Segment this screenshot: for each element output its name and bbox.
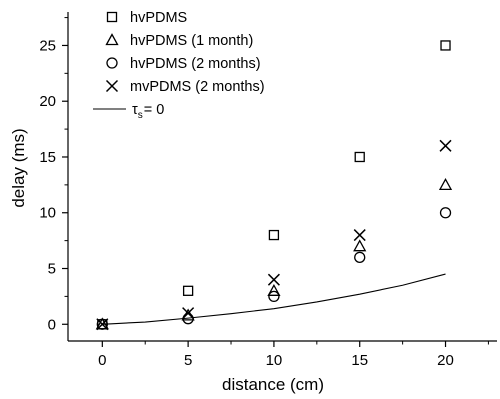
y-axis-title: delay (ms): [9, 128, 28, 207]
y-tick-label: 25: [39, 37, 56, 54]
data-point-circle: [96, 318, 108, 330]
y-tick-label: 15: [39, 149, 56, 166]
x-tick-label: 0: [98, 352, 106, 369]
data-point-circle: [439, 207, 452, 219]
data-point-circle: [268, 290, 280, 303]
series-cross: [96, 139, 452, 331]
data-point-cross: [96, 318, 109, 331]
x-tick-label: 15: [351, 352, 368, 369]
data-point-cross: [353, 229, 366, 242]
legend-marker-circle: [106, 57, 118, 69]
data-point-square: [182, 285, 194, 296]
x-tick-label: 5: [184, 352, 192, 369]
legend-subscript: s: [138, 110, 143, 121]
legend-marker-triangle: [105, 33, 119, 46]
data-point-cross: [439, 139, 452, 152]
legend-label: mvPDMS (2 months): [130, 79, 265, 95]
y-tick-label: 5: [48, 261, 56, 278]
series-circle: [96, 207, 452, 330]
legend: hvPDMS hvPDMS (1 month) hvPDMS (2 months) m…: [93, 10, 265, 121]
series-triangle: [95, 178, 453, 330]
data-point-circle: [354, 251, 366, 264]
data-point-cross: [182, 307, 195, 320]
legend-marker-cross: [105, 79, 119, 93]
legend-label: hvPDMS (1 month): [130, 33, 253, 49]
x-tick-label: 10: [266, 352, 283, 369]
x-tick-label: 20: [437, 352, 454, 369]
data-point-triangle: [438, 178, 453, 191]
data-point-square: [440, 40, 451, 51]
legend-label: hvPDMS: [130, 10, 187, 26]
x-axis-title: distance (cm): [222, 375, 324, 394]
y-tick-label: 10: [39, 205, 56, 222]
data-point-square: [354, 151, 365, 163]
legend-label: hvPDMS (2 months): [130, 56, 261, 72]
legend-marker-square: [106, 11, 118, 23]
legend-tau-symbol: τ: [132, 102, 138, 118]
model-curve-line: [102, 273, 446, 325]
y-tick-label: 20: [39, 93, 56, 110]
data-point-triangle: [353, 239, 367, 252]
data-point-square: [268, 229, 280, 241]
legend-equation: = 0: [144, 102, 165, 118]
data-point-cross: [267, 273, 280, 286]
plot-area: [95, 40, 453, 331]
axes: 0 5 10 15 20 0 5 10 15 20 25: [39, 12, 497, 369]
data-point-triangle: [267, 283, 281, 296]
y-tick-label: 0: [48, 316, 56, 333]
legend-label-curve: τs= 0: [132, 102, 164, 121]
